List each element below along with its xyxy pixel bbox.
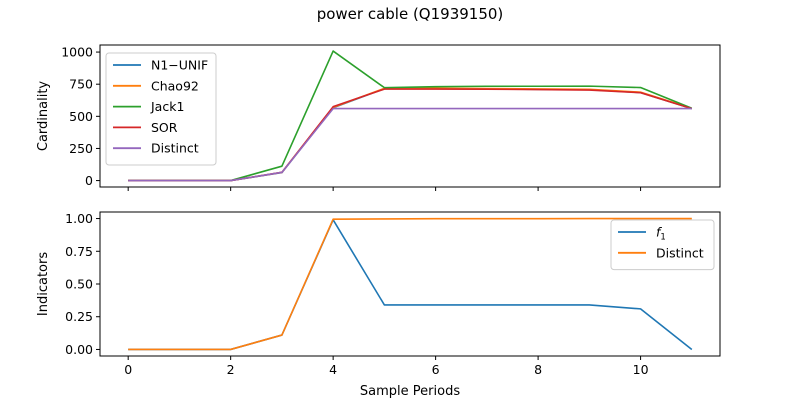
y-tick-label: 0 — [85, 173, 93, 188]
x-tick-label: 6 — [432, 362, 440, 377]
legend-label-subscript: 1 — [660, 233, 665, 243]
y-tick-label: 750 — [69, 77, 93, 92]
y-tick-label: 250 — [69, 141, 93, 156]
series-line-distinct — [128, 107, 692, 182]
legend-label: f1 — [656, 225, 666, 243]
y-tick-label: 0.50 — [65, 277, 93, 292]
y-axis-label: Cardinality — [36, 81, 51, 152]
y-axis-label: Indicators — [36, 252, 51, 316]
chart-panel-1: 0 250 500 750 1000 Cardinality N1−UNIF Chao92 Ja… — [36, 44, 721, 191]
x-tick-label: 0 — [124, 362, 132, 377]
legend: N1−UNIF Chao92 Jack1 SOR Distinct — [105, 52, 217, 166]
y-tick-label: 0.25 — [65, 309, 93, 324]
x-tick-label: 8 — [534, 362, 542, 377]
legend-label: SOR — [151, 120, 178, 135]
legend-label: N1−UNIF — [151, 58, 208, 73]
legend-box — [105, 52, 217, 166]
x-tick-label: 4 — [329, 362, 337, 377]
series-line-distinct — [128, 217, 692, 351]
legend-label: Distinct — [656, 245, 704, 260]
charts-layer: 0 250 500 750 1000 Cardinality N1−UNIF Chao92 Ja… — [36, 44, 721, 399]
x-tick-label: 2 — [227, 362, 235, 377]
y-tick-label: 500 — [69, 109, 93, 124]
legend-label: Chao92 — [151, 78, 199, 93]
x-axis-label: Sample Periods — [360, 384, 460, 399]
y-tick-label: 1.00 — [65, 211, 93, 226]
y-tick-label: 1000 — [61, 45, 93, 60]
series-group — [128, 217, 693, 351]
figure-title: power cable (Q1939150) — [317, 5, 504, 23]
x-tick-label: 10 — [633, 362, 649, 377]
legend-label: Distinct — [151, 141, 199, 156]
legend: f1 Distinct — [610, 219, 715, 271]
y-tick-label: 0.00 — [65, 342, 93, 357]
legend-label: Jack1 — [150, 99, 184, 114]
y-tick-label: 0.75 — [65, 244, 93, 259]
legend-label-symbol: f — [656, 225, 662, 240]
chart-panel-2: 0 2 4 6 8 10 0.00 0.25 0.50 0.75 1.00 Indicators Sam… — [36, 211, 721, 399]
series-group — [128, 50, 693, 182]
